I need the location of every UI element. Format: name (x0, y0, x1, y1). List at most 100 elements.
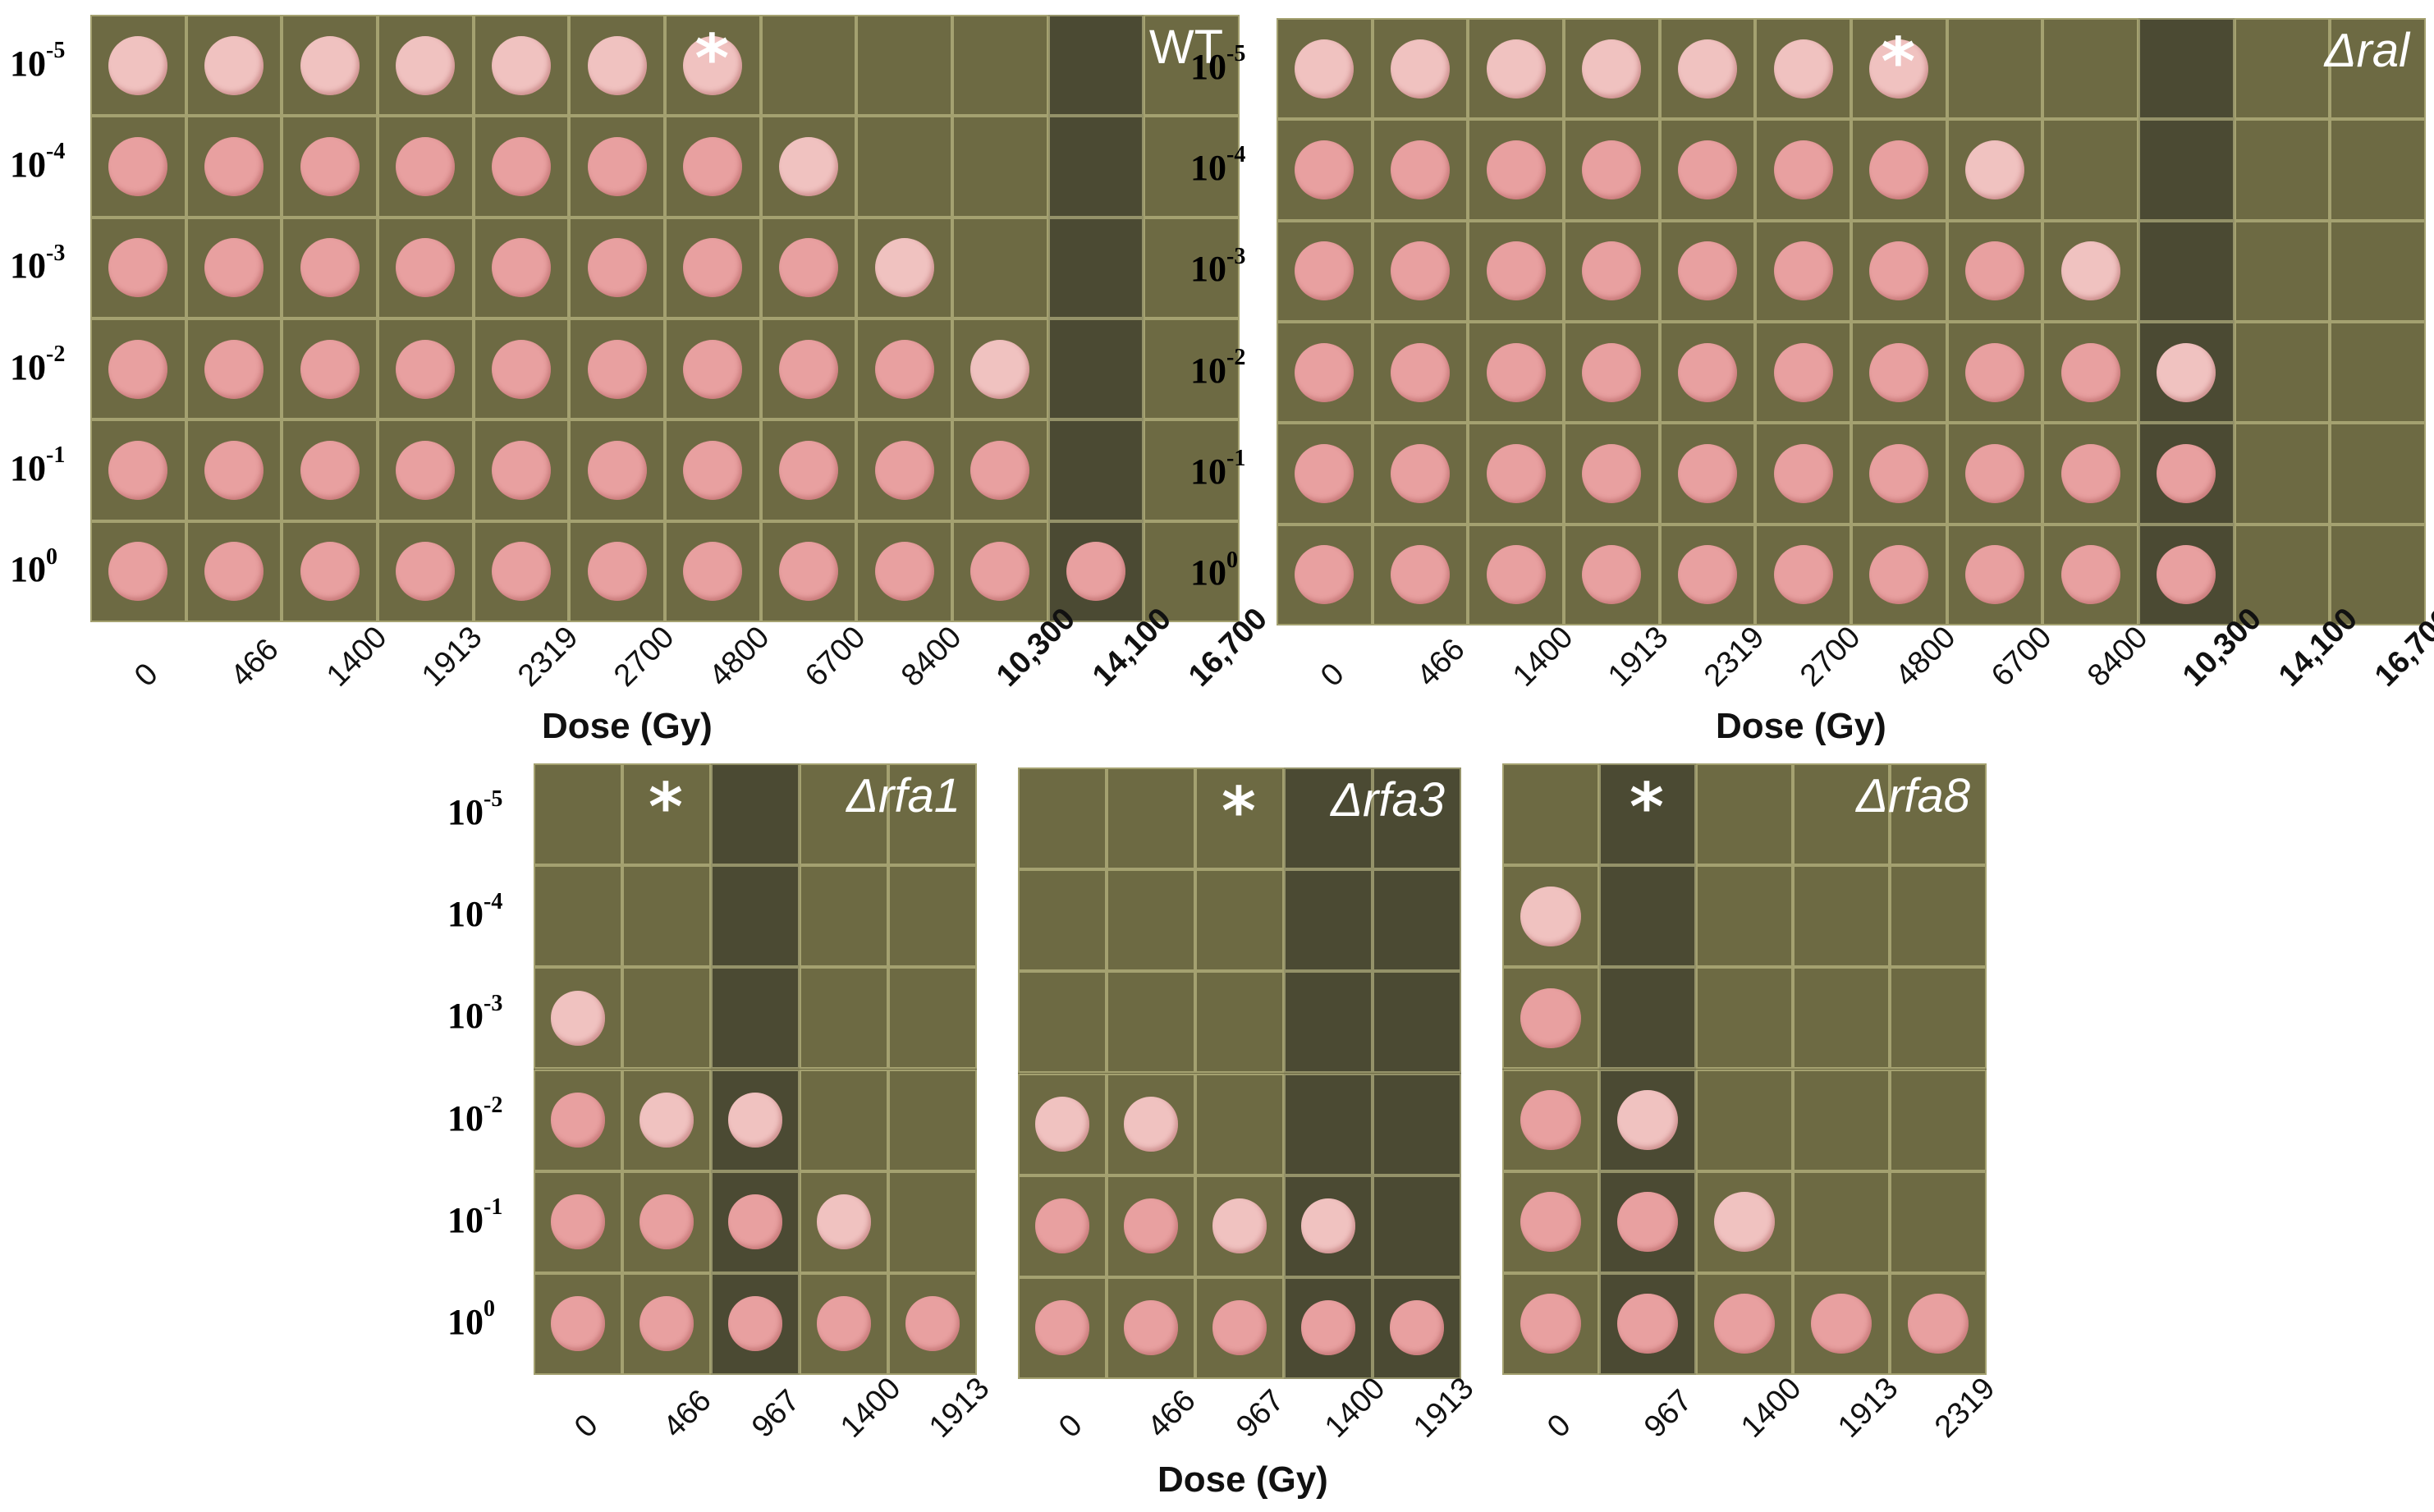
plate-cell (473, 318, 570, 420)
plate-cell (1277, 322, 1373, 424)
colony-spot (727, 1296, 783, 1352)
plate-cell (1047, 15, 1144, 117)
colony-spot (491, 238, 552, 298)
plate-cell (800, 865, 888, 968)
plate-cell (378, 318, 474, 420)
plate-cell (856, 15, 952, 117)
colony-spot (727, 1093, 783, 1148)
dose-tick-label: 2700 (1793, 620, 1868, 694)
plate-cell (1659, 119, 1756, 221)
plate-cell (711, 1171, 800, 1273)
strain-label: Δral (2324, 24, 2409, 77)
dilution-exponent: -4 (484, 888, 503, 914)
plate-cell (2042, 220, 2138, 322)
plate-cell (888, 865, 977, 968)
plate-cell (1107, 869, 1195, 972)
plate-rfa3: Δrfa3 * (1018, 767, 1461, 1379)
plate-cell (2138, 18, 2235, 120)
plate-cell (1793, 1069, 1890, 1171)
colony-spot (396, 440, 456, 501)
colony-spot (1390, 241, 1451, 301)
dilution-label: 100 (10, 544, 57, 590)
plate-cell (1755, 18, 1851, 120)
plate-cell (1372, 18, 1469, 120)
colony-spot (1520, 1090, 1581, 1151)
colony-spot (1212, 1300, 1267, 1356)
plate-cell (2234, 423, 2331, 525)
colony-spot (1773, 39, 1833, 99)
dilution-label: 10-5 (447, 786, 502, 833)
dose-tick-label: 4800 (1889, 620, 1963, 694)
colony-spot (816, 1194, 872, 1250)
colony-spot (778, 136, 839, 197)
colony-spot (108, 238, 168, 298)
plate-cell (2138, 119, 2235, 221)
dilution-exponent: -5 (46, 38, 66, 63)
plate-cell (1277, 119, 1373, 221)
plate-cell (622, 967, 711, 1070)
dose-tick-label: 466 (1141, 1383, 1203, 1445)
plate-cell (952, 15, 1048, 117)
colony-spot (1295, 140, 1355, 200)
plate-cell (569, 15, 665, 117)
colony-spot (1390, 39, 1451, 99)
colony-spot (1300, 1300, 1356, 1356)
plate-cell (1277, 220, 1373, 322)
plate-cell (1468, 18, 1564, 120)
dilution-label: 100 (1190, 548, 1238, 593)
colony-spot (1390, 443, 1451, 504)
colony-spot (1964, 443, 2025, 504)
dose-tick-label: 0 (1314, 657, 1351, 694)
plate-cell (1107, 1175, 1195, 1277)
plate-cell (534, 1272, 622, 1375)
plate-cell (282, 116, 378, 218)
colony-spot (2157, 545, 2216, 605)
plate-cell (622, 1272, 711, 1375)
dilution-exponent: -5 (484, 786, 503, 813)
colony-spot (587, 136, 647, 197)
dilution-label: 10-3 (10, 241, 65, 286)
strain-label: Δrfa1 (846, 769, 960, 822)
dose-tick-label: 2700 (607, 620, 681, 694)
dilution-label: 10-2 (1190, 345, 1245, 392)
colony-spot (1773, 342, 1833, 402)
plate-cell (856, 318, 952, 420)
colony-spot (204, 542, 264, 602)
dose-tick-label: 1913 (1831, 1371, 1905, 1445)
dilution-label: 10-4 (447, 889, 502, 935)
plate-cell (2042, 423, 2138, 525)
dose-tick-label: 0 (128, 657, 165, 694)
colony-spot (1582, 39, 1642, 99)
colony-spot (587, 238, 647, 298)
colony-spot (1773, 545, 1833, 605)
colony-spot (1486, 342, 1546, 402)
colony-spot (1520, 1294, 1581, 1354)
plate-cell (282, 520, 378, 622)
colony-spot (639, 1296, 694, 1352)
plate-cell (1564, 524, 1660, 625)
dilution-label: 10-5 (10, 38, 65, 85)
dilution-exponent: -1 (46, 442, 66, 469)
colony-spot (1811, 1294, 1872, 1354)
dilution-base: 10 (447, 792, 484, 833)
dilution-exponent: -3 (46, 240, 66, 266)
plate-cell (1468, 423, 1564, 525)
plate-cell (378, 116, 474, 218)
colony-spot (970, 542, 1030, 602)
plate-cell (1755, 220, 1851, 322)
plate-cell (473, 217, 570, 318)
plate-cell (1372, 423, 1469, 525)
plate-cell (1195, 971, 1284, 1074)
colony-spot (1773, 241, 1833, 301)
plate-cell (1659, 18, 1756, 120)
colony-spot (1964, 342, 2025, 402)
dilution-base: 10 (1190, 148, 1226, 188)
plate-rfa1: Δrfa1 * (534, 763, 977, 1375)
plate-cell (1946, 423, 2043, 525)
colony-spot (778, 339, 839, 399)
plate-cell (90, 116, 186, 218)
dilution-exponent: -3 (484, 990, 503, 1016)
plate-cell (1793, 865, 1890, 968)
x-axis-label: Dose (Gy) (1716, 706, 1886, 746)
plate-cell (569, 116, 665, 218)
